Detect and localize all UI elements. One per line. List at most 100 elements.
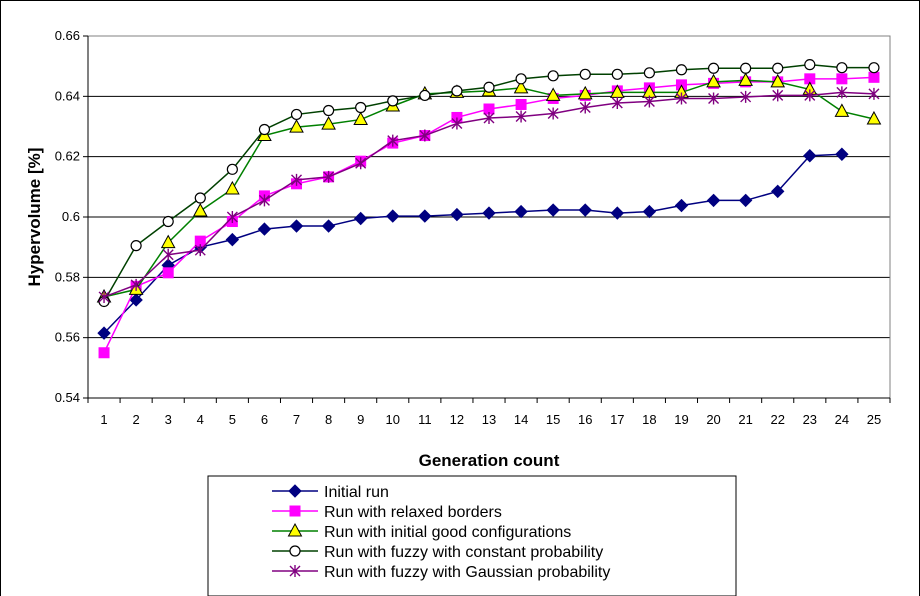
data-point (547, 107, 559, 120)
data-point (387, 95, 399, 107)
data-point (258, 123, 271, 136)
x-axis-title: Generation count (419, 451, 560, 470)
legend-marker (287, 522, 303, 537)
x-tick-label: 25 (867, 412, 881, 427)
legend: Initial run Run with relaxed borders Run w… (207, 475, 737, 596)
data-point (194, 244, 206, 257)
data-point (291, 173, 303, 186)
x-tick-label: 6 (261, 412, 268, 427)
legend-label: Initial run (324, 484, 389, 501)
data-point (611, 68, 623, 80)
data-point (290, 108, 303, 121)
legend-label: Run with fuzzy with Gaussian probability (324, 564, 610, 581)
data-point (194, 192, 206, 204)
data-point (225, 180, 240, 195)
x-tick-label: 2 (133, 412, 140, 427)
y-axis-title: Hypervolume [%] (25, 148, 44, 287)
data-point (708, 92, 720, 105)
data-point (545, 87, 561, 101)
data-point (160, 234, 176, 249)
y-tick-label: 0.58 (55, 269, 80, 284)
data-point (355, 101, 367, 114)
data-point (675, 64, 688, 76)
data-point (836, 62, 848, 74)
x-tick-label: 16 (578, 412, 592, 427)
x-tick-label: 21 (738, 412, 752, 427)
data-point (707, 62, 720, 74)
data-point (451, 85, 463, 97)
data-point (353, 111, 369, 126)
data-point (771, 184, 785, 199)
legend-label: Run with fuzzy with constant probability (324, 544, 603, 561)
y-tick-label: 0.54 (55, 390, 80, 405)
data-point (578, 203, 592, 217)
legend-marker (289, 545, 301, 557)
data-point (866, 110, 882, 125)
data-point (129, 293, 143, 307)
series-lines (96, 59, 882, 359)
data-point (323, 170, 335, 183)
data-point (836, 73, 848, 85)
data-point (289, 219, 304, 233)
y-tick-label: 0.64 (55, 88, 80, 103)
data-point (706, 73, 721, 88)
data-point (355, 157, 367, 170)
data-point (674, 198, 689, 213)
data-point (610, 206, 625, 220)
legend-marker (289, 505, 301, 517)
x-tick-label: 19 (674, 412, 688, 427)
data-point (772, 62, 784, 74)
data-point (258, 194, 270, 207)
data-point (98, 290, 110, 303)
series-1 (97, 147, 849, 340)
data-point (387, 134, 399, 147)
x-tick-label: 11 (418, 412, 432, 427)
x-tick-label: 24 (835, 412, 849, 427)
data-point (418, 209, 432, 223)
data-point (419, 129, 431, 142)
series-line (103, 153, 842, 334)
data-point (162, 248, 174, 261)
legend-label: Run with relaxed borders (324, 504, 502, 521)
x-tick-label: 20 (706, 412, 720, 427)
data-point (483, 81, 495, 93)
data-point (321, 116, 336, 130)
data-point (226, 163, 238, 175)
data-point (642, 204, 657, 219)
data-point (97, 326, 111, 340)
data-point (803, 149, 817, 163)
data-point (514, 204, 528, 219)
data-point (868, 71, 880, 83)
data-point (98, 347, 110, 359)
data-point (451, 117, 463, 130)
y-tick-label: 0.56 (55, 330, 80, 345)
x-tick-label: 4 (197, 412, 204, 427)
data-point (419, 89, 431, 102)
x-tick-label: 17 (610, 412, 624, 427)
data-point (386, 209, 400, 223)
x-tick-label: 1 (100, 412, 107, 427)
data-point (836, 86, 848, 99)
y-tick-label: 0.6 (62, 209, 80, 224)
data-point (675, 92, 687, 105)
data-point (482, 206, 496, 220)
x-tick-label: 10 (386, 412, 400, 427)
y-tick-label: 0.62 (55, 149, 80, 164)
data-point (868, 87, 880, 100)
data-point (643, 95, 655, 108)
legend-marker (289, 565, 301, 577)
data-point (611, 96, 623, 109)
data-point (515, 98, 527, 110)
x-tick-label: 12 (450, 412, 464, 427)
series-4 (98, 59, 880, 308)
data-point (834, 103, 850, 117)
data-point (192, 202, 208, 217)
data-point (738, 193, 753, 208)
data-point (835, 147, 849, 161)
data-point (513, 79, 529, 94)
data-point (225, 232, 240, 247)
x-tick-label: 8 (325, 412, 332, 427)
data-point (289, 119, 304, 133)
legend-marker (288, 484, 302, 498)
